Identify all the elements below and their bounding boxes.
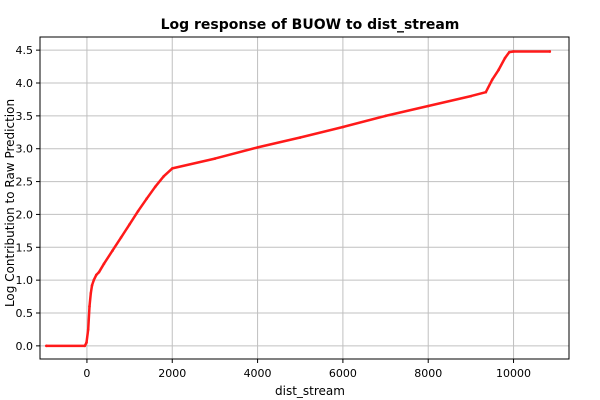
data-point xyxy=(426,104,430,108)
y-tick-label: 1.0 xyxy=(16,274,34,287)
data-point xyxy=(89,291,93,295)
chart-title: Log response of BUOW to dist_stream xyxy=(161,17,460,33)
series-layer xyxy=(45,50,552,348)
data-point xyxy=(469,94,473,98)
x-tick-label: 4000 xyxy=(244,367,272,380)
data-point xyxy=(145,197,148,200)
data-point xyxy=(83,344,87,348)
y-tick-label: 3.5 xyxy=(16,110,34,123)
x-tick-label: 8000 xyxy=(414,367,442,380)
data-point xyxy=(490,78,494,82)
axis-ticks: 0 2000 4000 6000 8000 10000 0.0 0.5 1.0 1.5 2.0 2.5… xyxy=(16,44,532,380)
y-tick-label: 2.5 xyxy=(16,176,34,189)
data-point xyxy=(119,236,123,239)
data-point xyxy=(170,167,174,170)
data-point xyxy=(92,278,96,282)
y-axis-label: Log Contribution to Raw Prediction xyxy=(3,99,17,307)
data-point xyxy=(128,222,131,226)
data-point xyxy=(97,270,101,274)
data-point xyxy=(497,68,500,72)
y-tick-label: 0.0 xyxy=(16,340,34,353)
x-tick-label: 10000 xyxy=(496,367,531,380)
data-point xyxy=(86,328,90,331)
data-point xyxy=(548,50,552,53)
data-point xyxy=(384,114,387,118)
x-tick-label: 0 xyxy=(83,367,90,380)
data-point xyxy=(256,146,259,149)
data-point xyxy=(298,136,302,139)
x-tick-label: 2000 xyxy=(158,367,186,380)
data-point xyxy=(507,50,511,54)
data-point xyxy=(136,209,140,213)
data-point xyxy=(85,341,88,344)
grid-lines xyxy=(40,37,569,359)
data-point xyxy=(341,125,345,129)
data-point xyxy=(45,344,48,348)
data-point xyxy=(111,249,114,252)
data-point xyxy=(102,262,106,266)
y-tick-label: 2.0 xyxy=(16,208,34,221)
data-point xyxy=(484,90,488,94)
y-tick-label: 4.0 xyxy=(16,77,34,90)
plot-frame xyxy=(39,36,570,360)
data-point xyxy=(95,273,98,277)
data-point xyxy=(88,305,91,308)
y-tick-label: 3.0 xyxy=(16,143,34,156)
y-tick-label: 4.5 xyxy=(16,44,34,57)
data-point xyxy=(153,185,157,189)
x-axis-label: dist_stream xyxy=(275,384,345,398)
x-tick-label: 6000 xyxy=(329,367,357,380)
data-point xyxy=(162,175,166,178)
data-point xyxy=(90,284,94,287)
y-tick-label: 0.5 xyxy=(16,307,34,320)
response-curve xyxy=(45,50,552,348)
data-point xyxy=(503,56,507,60)
data-point xyxy=(512,50,515,53)
data-point xyxy=(213,157,217,160)
y-tick-label: 1.5 xyxy=(16,241,34,254)
